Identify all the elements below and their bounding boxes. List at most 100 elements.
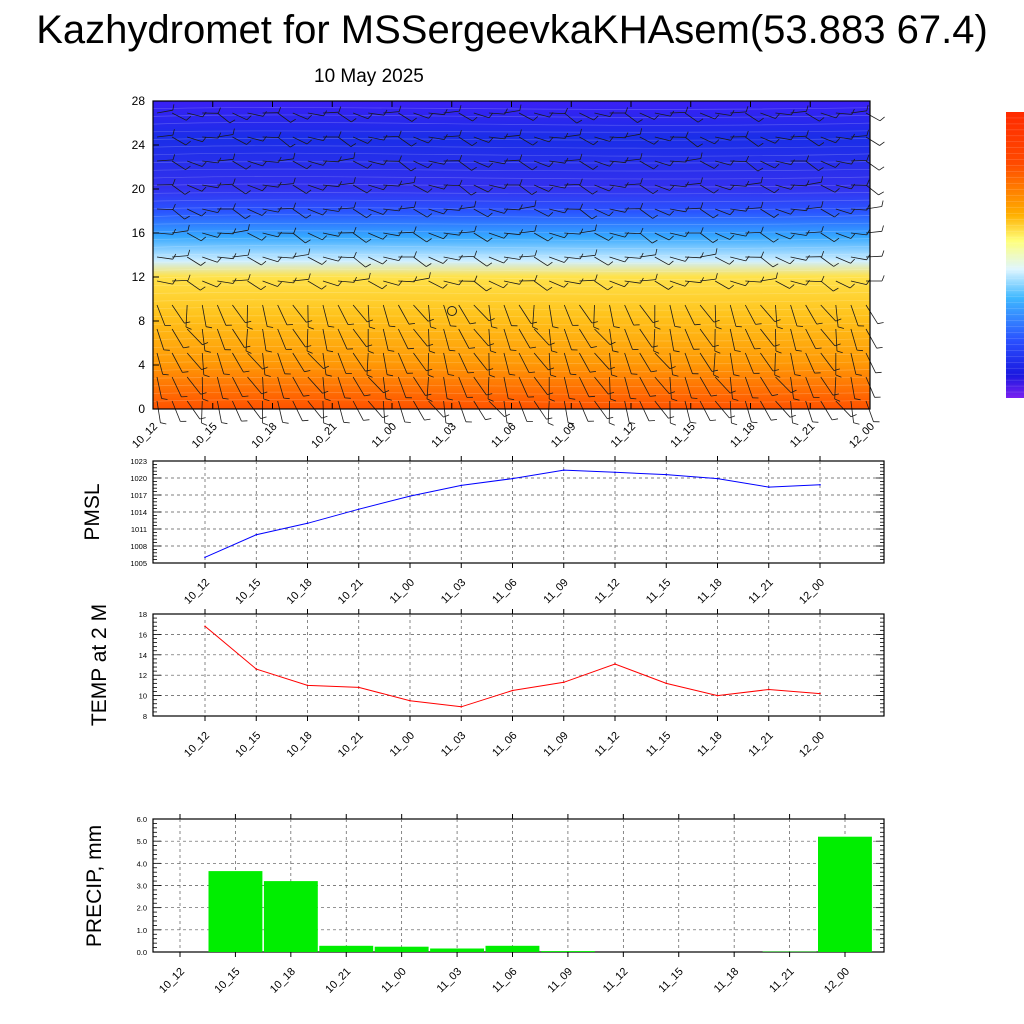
wind-barb [458, 200, 477, 210]
wind-barb-flag [790, 234, 795, 240]
wind-barb [775, 376, 797, 393]
wind-barb-staff [850, 110, 867, 114]
wind-barb-flag [413, 201, 417, 208]
wind-barb-staff [156, 400, 161, 423]
wind-barb [609, 157, 629, 164]
precip-bar [208, 871, 263, 952]
contour-line [152, 122, 871, 126]
wind-barb [805, 304, 823, 325]
wind-barb-staff [865, 136, 880, 146]
wind-barb-flag [293, 177, 296, 184]
wind-barb [654, 184, 675, 191]
wind-barb [426, 376, 433, 402]
wind-barb [624, 376, 637, 400]
wind-barb-flag [187, 274, 191, 281]
wind-barb-staff [744, 400, 752, 423]
wind-barb [669, 328, 680, 353]
wind-barb [760, 184, 780, 194]
wind-barb [352, 184, 372, 194]
wind-barb [729, 328, 741, 352]
wind-barb-staff [368, 160, 384, 166]
wind-barb-staff [322, 376, 326, 399]
wind-barb [624, 112, 643, 123]
wind-barb [338, 226, 357, 234]
wind-barb [760, 232, 779, 243]
wind-barb [246, 304, 253, 330]
wind-barb [322, 304, 335, 328]
wind-barb-flag [821, 226, 824, 233]
wind-barb-flag [322, 210, 328, 216]
wind-barb-flag [652, 320, 659, 323]
wind-barb-flag [772, 369, 779, 372]
wind-barb [352, 112, 373, 120]
wind-barb-flag [324, 398, 331, 401]
wind-barb-staff [548, 328, 552, 351]
wind-barb [397, 400, 411, 423]
wind-barb-staff [156, 328, 165, 351]
wind-barb-staff [564, 280, 581, 285]
wind-barb-flag [172, 104, 175, 111]
wind-barb-flag [474, 225, 477, 232]
wind-barb-flag [411, 117, 417, 122]
wind-barb-staff [684, 352, 693, 374]
wind-barb-flag [835, 163, 840, 168]
wind-barb-flag [383, 390, 390, 394]
wind-barb-flag [653, 140, 659, 145]
wind-barb [292, 112, 312, 120]
wind-barb-flag [775, 272, 778, 279]
wind-barb-staff [865, 328, 878, 349]
x-tick-label: 11_12 [609, 421, 639, 451]
wind-barb-staff [835, 232, 852, 239]
wind-barb-staff [398, 280, 415, 283]
x-tick-label: 11_12 [601, 966, 631, 996]
wind-barb-flag [306, 350, 313, 354]
wind-barb-flag [772, 263, 779, 268]
wind-barb-flag [534, 274, 538, 281]
wind-barb [503, 229, 523, 236]
wind-barb-staff [232, 112, 248, 121]
wind-barb [156, 129, 175, 138]
wind-barb-flag [640, 252, 644, 259]
wind-barb-flag [338, 181, 342, 187]
wind-barb [699, 400, 717, 421]
wind-barb-flag [715, 326, 722, 330]
contour-line [152, 214, 871, 219]
wind-barb-staff [186, 256, 201, 266]
wind-barb [247, 208, 267, 216]
wind-barb [639, 248, 658, 258]
wind-barb [458, 184, 477, 196]
wind-barb [594, 232, 614, 241]
wind-barb [171, 328, 190, 349]
wind-barb [760, 328, 780, 347]
wind-barb-flag [531, 191, 538, 195]
wind-barb [654, 280, 674, 290]
wind-barb [186, 352, 208, 370]
wind-barb [322, 106, 342, 114]
wind-barb-staff [262, 184, 279, 188]
wind-barb-staff [624, 280, 641, 284]
wind-barb-staff [775, 112, 792, 116]
wind-barb-staff [262, 376, 265, 400]
wind-barb-staff [322, 232, 339, 237]
wind-barb [684, 136, 703, 148]
wind-barb-flag [366, 188, 372, 194]
wind-barb-flag [697, 118, 704, 123]
wind-barb-flag [670, 422, 677, 426]
wind-barb [729, 304, 742, 328]
wind-barb-staff [624, 232, 641, 234]
wind-barb [805, 275, 825, 282]
wind-barb-staff [413, 304, 429, 322]
wind-barb-staff [760, 208, 775, 218]
wind-barb-staff [458, 184, 472, 196]
wind-barb-staff [699, 208, 714, 219]
wind-barb-staff [820, 400, 833, 421]
wind-barb-staff [594, 112, 611, 117]
wind-barb-staff [413, 112, 429, 119]
wind-barb [488, 280, 508, 289]
wind-barb [367, 280, 388, 290]
wind-barb-staff [458, 136, 473, 147]
wind-barb-flag [172, 178, 176, 185]
wind-barb-flag [384, 422, 391, 426]
wind-barb-staff [337, 157, 354, 162]
